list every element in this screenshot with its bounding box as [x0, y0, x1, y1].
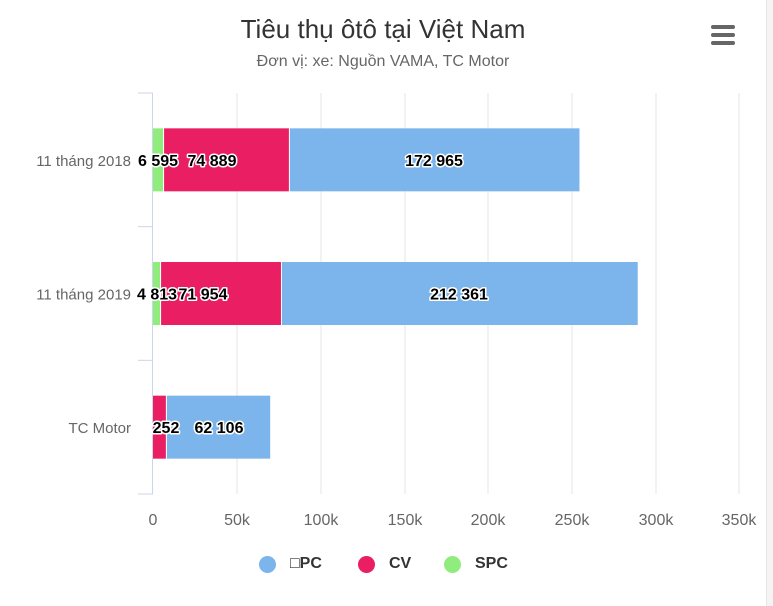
chart-title: Tiêu thụ ôtô tại Việt Nam [240, 14, 526, 44]
menu-line [711, 33, 735, 37]
data-label: 172 965 [405, 153, 463, 170]
data-label: 62 106 [195, 420, 244, 437]
data-label: 74 889 [188, 153, 237, 170]
data-label: 6 595 [138, 153, 178, 170]
bar-cv [161, 262, 281, 325]
legend-item[interactable]: □PC [259, 552, 322, 576]
scrollbar-edge [766, 0, 773, 606]
data-label: 4 813 [137, 287, 177, 304]
legend-item[interactable]: SPC [444, 552, 508, 576]
legend-marker-icon [358, 555, 375, 573]
x-tick-label: 0 [149, 512, 158, 529]
legend-label: □PC [290, 555, 322, 572]
x-tick-label: 150k [388, 512, 424, 529]
menu-line [711, 41, 735, 45]
legend-marker-icon [259, 555, 276, 573]
category-label: TC Motor [68, 420, 131, 437]
legend-label: SPC [475, 555, 508, 572]
x-tick-label: 50k [224, 512, 251, 529]
menu-line [711, 25, 735, 29]
bar-pc [166, 395, 271, 459]
data-label: 71 954 [179, 287, 228, 304]
hamburger-menu-icon[interactable] [704, 20, 742, 50]
x-tick-label: 300k [639, 512, 675, 529]
bar-cv [153, 395, 166, 459]
bar-cv [164, 128, 289, 192]
bar-spc [153, 262, 161, 325]
legend-item[interactable]: CV [358, 552, 411, 576]
bar-pc [281, 262, 638, 325]
bar-spc [153, 128, 164, 192]
category-label: 11 tháng 2019 [36, 287, 131, 304]
data-label: 252 [153, 420, 180, 437]
chart-legend: □PC CV SPC [0, 552, 766, 576]
legend-marker-icon [444, 555, 461, 573]
category-label: 11 tháng 2018 [36, 153, 131, 170]
x-tick-label: 200k [471, 512, 507, 529]
chart-subtitle: Đơn vị: xe: Nguồn VAMA, TC Motor [256, 53, 510, 70]
bar-pc [289, 128, 580, 192]
legend-label: CV [389, 555, 412, 572]
x-tick-label: 100k [304, 512, 340, 529]
data-label: 212 361 [430, 287, 488, 304]
x-tick-label: 350k [722, 512, 758, 529]
x-tick-label: 250k [555, 512, 591, 529]
